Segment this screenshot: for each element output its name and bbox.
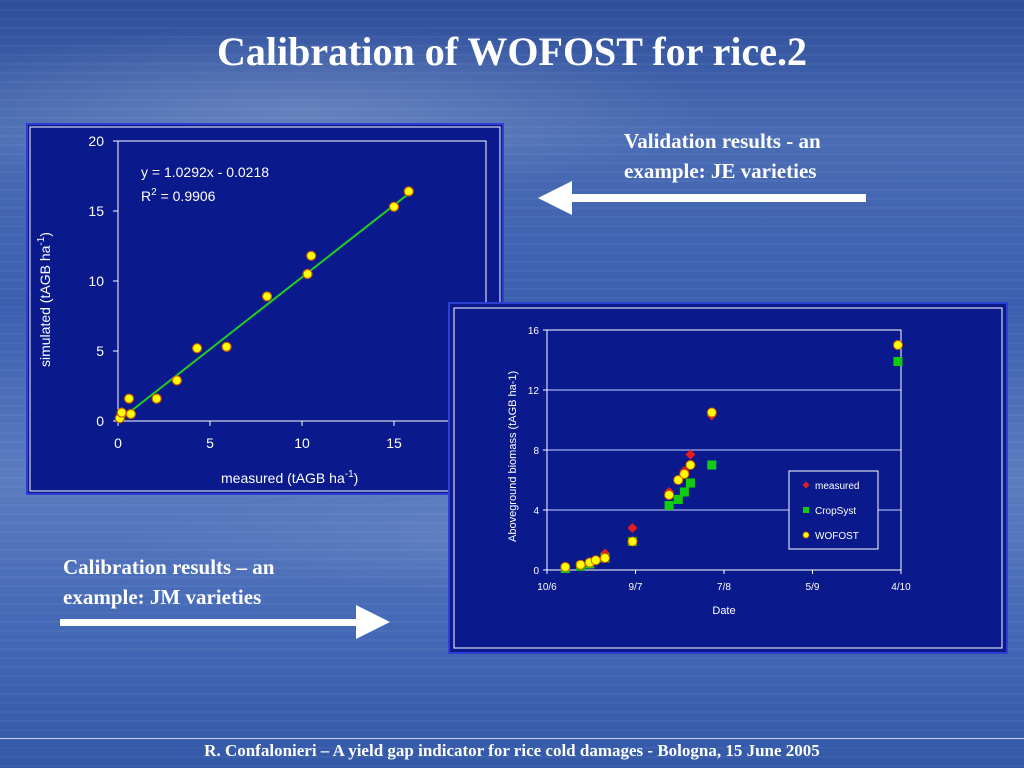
cropsyst-point	[664, 501, 674, 510]
left-arrow-icon	[538, 181, 866, 215]
data-point	[151, 393, 162, 404]
footer-text: R. Confalonieri – A yield gap indicator …	[204, 741, 820, 760]
wofost-point	[673, 475, 684, 485]
data-point	[192, 343, 203, 354]
wofost-point	[664, 490, 675, 500]
y-tick-label: 4	[533, 506, 539, 517]
x-tick-label: 10	[294, 435, 310, 451]
measured-point	[627, 523, 638, 533]
validation-caption-line-1: Validation results - an	[624, 129, 821, 153]
measured-point	[685, 449, 696, 460]
cropsyst-point	[679, 487, 689, 497]
x-tick-label: 15	[386, 435, 402, 451]
y-tick-label: 16	[528, 326, 540, 337]
calibration-caption: Calibration results – an example: JM var…	[63, 552, 274, 612]
legend-marker	[803, 507, 809, 513]
wofost-point	[679, 469, 690, 479]
y-axis-label: simulated (tAGB ha-1)	[36, 232, 53, 367]
wofost-point	[892, 340, 903, 350]
validation-chart: 0 4 8 12 16 10/6 9/7 7/8 5/9 4/10 Date Abovegroun…	[446, 300, 1010, 656]
calibration-caption-line-2: example: JM varieties	[63, 585, 262, 609]
footer-divider	[0, 738, 1024, 739]
calibration-chart: 0 5 10 15 20 0 5 10 15 y = 1.0292x - 0.0218 R2 =…	[24, 121, 506, 497]
y-axis-label-2: Aboveground biomass (tAGB ha-1)	[507, 371, 519, 542]
wofost-point	[627, 536, 638, 547]
wofost-point	[599, 553, 610, 563]
y-tick-label: 20	[88, 133, 104, 149]
validation-chart-panel: 0 4 8 12 16 10/6 9/7 7/8 5/9 4/10 Date Abovegroun…	[446, 300, 1010, 656]
data-point	[261, 291, 273, 302]
y-tick-label: 0	[96, 413, 104, 429]
y-tick-label: 0	[533, 566, 539, 577]
data-point	[123, 393, 135, 404]
y-tick-label: 10	[88, 273, 104, 289]
legend-label: CropSyst	[815, 506, 856, 517]
legend-label: measured	[815, 481, 859, 492]
cropsyst-point	[893, 357, 903, 366]
x-axis-label-2: Date	[712, 605, 735, 617]
slide-title: Calibration of WOFOST for rice.2	[217, 29, 807, 74]
wofost-point	[685, 460, 696, 470]
legend-marker	[802, 531, 810, 539]
data-point	[302, 268, 313, 280]
x-tick-label: 4/10	[891, 582, 911, 593]
x-tick-label: 5	[206, 435, 214, 451]
legend-marker	[802, 481, 810, 489]
x-tick-label: 5/9	[806, 582, 820, 593]
x-tick-label: 7/8	[717, 582, 731, 593]
calibration-chart-panel: 0 5 10 15 20 0 5 10 15 y = 1.0292x - 0.0218 R2 =…	[24, 121, 506, 497]
calibration-caption-line-1: Calibration results – an	[63, 555, 275, 579]
data-point	[221, 341, 232, 352]
legend: measured CropSyst WOFOST	[788, 470, 879, 550]
wofost-point	[575, 559, 586, 570]
data-point	[171, 375, 182, 386]
data-point	[125, 408, 136, 420]
x-tick-label: 0	[114, 435, 122, 451]
regression-equation: y = 1.0292x - 0.0218	[141, 164, 269, 180]
data-point	[403, 186, 414, 197]
y-tick-label: 5	[96, 343, 104, 359]
data-point	[116, 407, 127, 418]
y-tick-label: 8	[533, 446, 539, 457]
y-tick-label: 15	[88, 203, 104, 219]
y-tick-label: 12	[528, 386, 540, 397]
wofost-point	[706, 407, 717, 418]
wofost-point	[590, 555, 601, 566]
legend-label: WOFOST	[815, 531, 859, 542]
data-point	[388, 201, 400, 212]
x-tick-label: 10/6	[537, 582, 557, 593]
x-axis-label: measured (tAGB ha-1)	[221, 469, 358, 486]
cropsyst-point	[707, 460, 717, 470]
r-squared: R2 = 0.9906	[141, 187, 216, 204]
data-point	[306, 250, 317, 261]
validation-caption: Validation results - an example: JE vari…	[624, 126, 821, 186]
cropsyst-point	[673, 495, 683, 504]
validation-caption-line-2: example: JE varieties	[624, 159, 817, 183]
wofost-point	[560, 562, 571, 572]
trend-line	[117, 191, 412, 423]
cropsyst-point	[685, 478, 695, 488]
x-tick-label: 9/7	[629, 582, 643, 593]
